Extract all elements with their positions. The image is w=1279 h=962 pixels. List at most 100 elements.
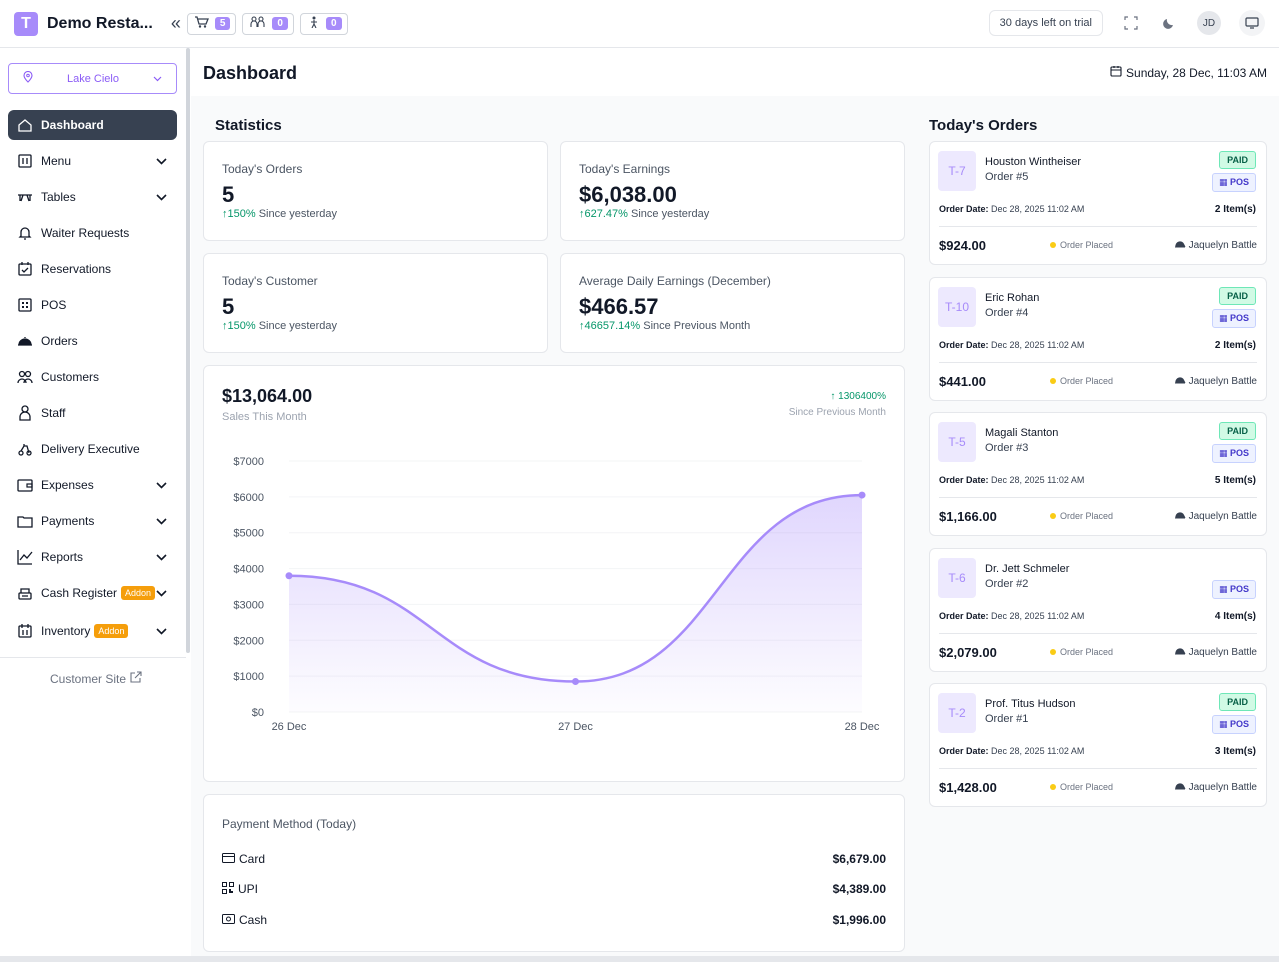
- sidebar-item-inventory[interactable]: Inventory Addon: [8, 616, 177, 646]
- request-counter-button[interactable]: 0: [299, 12, 348, 35]
- waiter-hat-icon: [1174, 239, 1186, 252]
- sales-value: $13,064.00: [222, 386, 313, 406]
- table-tag: T-7: [938, 151, 976, 191]
- waiter-name: Jaquelyn Battle: [1174, 781, 1257, 794]
- table-tag: T-2: [938, 693, 976, 733]
- location-select[interactable]: Lake Cielo: [8, 63, 177, 94]
- card-icon: [222, 852, 235, 866]
- statistics-title: Statistics: [215, 117, 282, 134]
- sidebar-item-pos[interactable]: POS: [8, 290, 177, 320]
- order-card[interactable]: T-10 Eric Rohan Order #4 PAID ▦ POS Order Dat…: [929, 277, 1267, 401]
- stat-card-orders: Today's Orders 5 ↑150% Since yesterday: [203, 141, 548, 241]
- waiter-counter-button[interactable]: 0: [242, 12, 294, 35]
- monitor-icon[interactable]: [1239, 10, 1265, 36]
- sidebar-item-tables[interactable]: Tables: [8, 182, 177, 212]
- order-card[interactable]: T-6 Dr. Jett Schmeler Order #2 ▦ POS Order D…: [929, 548, 1267, 672]
- user-avatar[interactable]: JD: [1197, 11, 1221, 35]
- sidebar-item-delivery-executive[interactable]: Delivery Executive: [8, 434, 177, 464]
- stat-change: ↑627.47% Since yesterday: [579, 208, 710, 220]
- cash-register-icon: [16, 584, 34, 602]
- sidebar-item-customers[interactable]: Customers: [8, 362, 177, 392]
- fullscreen-icon[interactable]: [1121, 13, 1141, 33]
- stat-value: $466.57: [579, 294, 659, 319]
- sidebar-item-reservations[interactable]: Reservations: [8, 254, 177, 284]
- y-tick-label: $7000: [233, 456, 264, 468]
- stat-card-customers: Today's Customer 5 ↑150% Since yesterday: [203, 253, 548, 353]
- stat-label: Today's Customer: [222, 274, 318, 288]
- payment-row-cash: Cash $1,996.00: [222, 910, 886, 930]
- trial-button[interactable]: 30 days left on trial: [988, 10, 1103, 36]
- order-card[interactable]: T-7 Houston Wintheiser Order #5 PAID ▦ POS Or…: [929, 141, 1267, 265]
- sidebar-scrollbar[interactable]: [186, 48, 190, 653]
- sales-label: Sales This Month: [222, 411, 307, 423]
- payment-name: Cash: [239, 913, 268, 927]
- sidebar-item-orders[interactable]: Orders: [8, 326, 177, 356]
- order-card[interactable]: T-5 Magali Stanton Order #3 PAID ▦ POS Order …: [929, 412, 1267, 536]
- item-count: 3 Item(s): [1214, 746, 1256, 757]
- tables-icon: [16, 188, 34, 206]
- stat-change: ↑150% Since yesterday: [222, 208, 337, 220]
- sidebar-item-label: Inventory: [41, 624, 91, 638]
- wallet-icon: [16, 476, 34, 494]
- sales-change: ↑ 1306400%: [830, 391, 886, 402]
- data-point[interactable]: [285, 572, 293, 580]
- app-logo: T: [14, 11, 38, 36]
- todays-orders-title: Today's Orders: [929, 117, 1038, 134]
- data-point[interactable]: [858, 491, 866, 499]
- stat-label: Average Daily Earnings (December): [579, 274, 771, 288]
- sidebar-item-menu[interactable]: Menu: [8, 146, 177, 176]
- pos-badge: ▦ POS: [1211, 580, 1256, 599]
- chevron-down-icon: [153, 73, 162, 85]
- sidebar-item-payments[interactable]: Payments: [8, 506, 177, 536]
- pos-icon: ▦: [1218, 448, 1228, 458]
- bell-person-icon: [308, 16, 320, 31]
- request-count-badge: 0: [325, 17, 342, 30]
- chevron-down-icon: [156, 624, 167, 638]
- pos-badge: ▦ POS: [1211, 173, 1256, 192]
- chevron-down-icon: [156, 190, 167, 204]
- customer-site-link[interactable]: Customer Site: [50, 671, 142, 686]
- bottom-scrollbar[interactable]: [0, 956, 1279, 962]
- payment-amount: $6,679.00: [832, 852, 886, 866]
- waiter-count-badge: 0: [272, 17, 288, 30]
- order-card[interactable]: T-2 Prof. Titus Hudson Order #1 PAID ▦ POS Or…: [929, 683, 1267, 807]
- order-status: Order Placed: [1050, 511, 1113, 521]
- sidebar-item-label: Waiter Requests: [41, 226, 130, 240]
- status-dot: [1050, 513, 1056, 519]
- order-status: Order Placed: [1050, 240, 1113, 250]
- collapse-sidebar-button[interactable]: «: [170, 13, 181, 33]
- cart-counter-button[interactable]: 5: [186, 12, 237, 35]
- payment-method-card: Payment Method (Today) Card $6,679.00 UP…: [203, 794, 905, 952]
- sidebar-item-label: Delivery Executive: [41, 442, 140, 456]
- stat-value: 5: [222, 294, 235, 319]
- dark-mode-icon[interactable]: [1159, 13, 1179, 33]
- waiter-name: Jaquelyn Battle: [1174, 646, 1257, 659]
- sidebar-item-staff[interactable]: Staff: [8, 398, 177, 428]
- payment-amount: $1,996.00: [832, 913, 886, 927]
- data-point[interactable]: [572, 678, 579, 686]
- table-tag: T-6: [938, 558, 976, 598]
- sidebar-divider: [0, 657, 186, 658]
- table-tag: T-5: [938, 422, 976, 462]
- sidebar-item-cash-register[interactable]: Cash Register Addon: [8, 578, 177, 608]
- sidebar-item-label: Reservations: [41, 262, 112, 276]
- customer-name: Prof. Titus Hudson: [985, 698, 1076, 710]
- waiter-hat-icon: [1174, 646, 1186, 659]
- pos-icon: ▦: [1218, 177, 1228, 187]
- x-tick-label: 27 Dec: [558, 721, 593, 733]
- location-label: Lake Cielo: [67, 72, 119, 85]
- sidebar-item-dashboard[interactable]: Dashboard: [8, 110, 177, 140]
- stat-card-avg-earnings: Average Daily Earnings (December) $466.5…: [560, 253, 905, 353]
- sidebar-item-waiter-requests[interactable]: Waiter Requests: [8, 218, 177, 248]
- sidebar-item-expenses[interactable]: Expenses: [8, 470, 177, 500]
- sidebar-item-label: Customers: [41, 370, 100, 384]
- order-date: Order Date: Dec 28, 2025 11:02 AM: [939, 746, 1085, 756]
- order-divider: [939, 362, 1257, 363]
- table-tag: T-10: [938, 287, 976, 327]
- waiter-name: Jaquelyn Battle: [1174, 375, 1257, 388]
- users-icon: [16, 368, 34, 386]
- sidebar-item-label: Payments: [41, 514, 95, 528]
- waiter-icon: [250, 16, 266, 31]
- sidebar-item-reports[interactable]: Reports: [8, 542, 177, 572]
- order-amount: $2,079.00: [939, 645, 997, 660]
